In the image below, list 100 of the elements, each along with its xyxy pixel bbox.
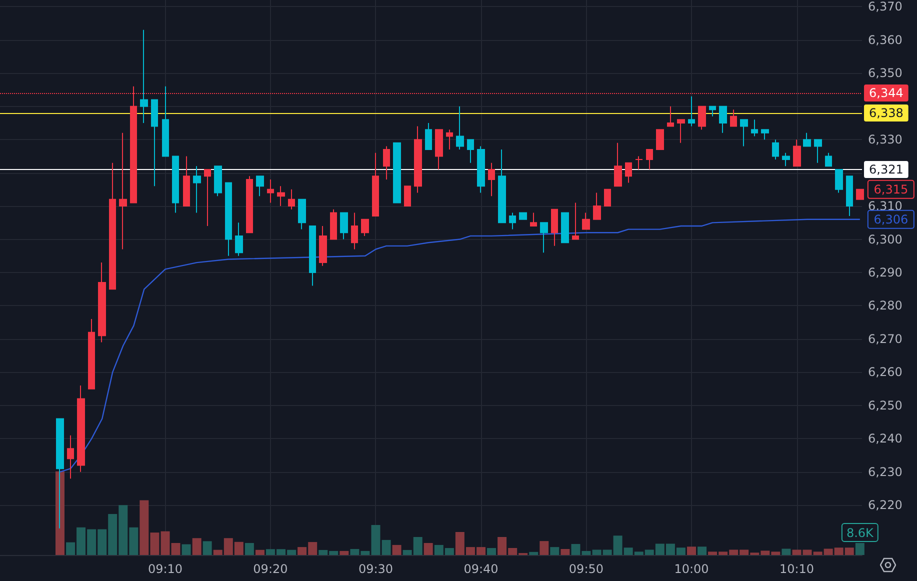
x-tick-label: 09:20: [253, 562, 288, 576]
candlestick: [425, 122, 432, 150]
x-tick-label: 09:10: [148, 562, 183, 576]
candlestick: [119, 132, 127, 250]
line-series: [59, 218, 861, 473]
candlestick: [835, 168, 843, 194]
y-tick-label: 6,370: [868, 0, 902, 14]
candlestick: [751, 119, 758, 137]
bar: [424, 543, 433, 555]
candlestick: [635, 156, 643, 170]
candlestick: [803, 132, 811, 147]
bar: [782, 548, 791, 555]
candlestick: [372, 152, 379, 217]
candlestick: [98, 262, 106, 343]
bar: [550, 547, 560, 555]
candlestick: [730, 109, 737, 127]
x-tick-label: 10:10: [779, 562, 814, 576]
candlestick: [214, 166, 222, 197]
candlestick: [361, 218, 369, 236]
candlestick: [551, 208, 558, 246]
candlestick: [183, 156, 190, 207]
candlestick: [582, 212, 590, 230]
candlestick: [435, 129, 443, 170]
candlestick: [477, 146, 485, 194]
bar: [686, 546, 696, 555]
candlestick: [172, 156, 179, 214]
candlestick: [772, 139, 779, 160]
candlestick: [193, 166, 201, 214]
candlestick: [109, 162, 116, 290]
y-tick-label: 6,280: [868, 298, 902, 313]
candlestick: [77, 385, 85, 472]
candlestick: [793, 139, 801, 167]
bar: [182, 544, 191, 555]
candlestick: [351, 212, 358, 250]
data-label: 8.6K: [846, 526, 875, 540]
y-tick-label: 6,300: [868, 232, 902, 246]
candlestick: [604, 188, 611, 207]
candlestick: [814, 139, 822, 164]
candlestick: [561, 212, 569, 244]
candlestick: [446, 129, 453, 150]
bar: [560, 549, 570, 555]
candlestick: [151, 99, 158, 187]
y-tick-label: 6,270: [868, 332, 902, 346]
y-tick-label: 6,290: [868, 266, 902, 280]
bar: [382, 540, 391, 555]
candlestick: [456, 106, 464, 150]
y-tick-label: 6,220: [868, 498, 902, 512]
candlestick: [319, 225, 327, 266]
candlestick: [298, 198, 306, 230]
bar: [340, 550, 349, 555]
candlestick: [719, 106, 727, 134]
candlestick: [488, 162, 495, 197]
candlestick: [246, 176, 253, 234]
x-tick-label: 09:50: [568, 562, 604, 576]
bar: [392, 544, 402, 555]
bar: [255, 550, 264, 555]
x-tick-label: 09:40: [464, 562, 498, 576]
candlestick: [572, 202, 579, 240]
candlestick: [593, 192, 601, 220]
y-tick-label: 6,230: [868, 464, 902, 479]
candlestick: [88, 318, 95, 390]
candlestick: [530, 212, 537, 226]
x-tick-label: 09:30: [358, 562, 394, 576]
candlestick: [225, 182, 232, 256]
y-tick-label: 6,360: [868, 32, 902, 47]
candlestick: [625, 162, 632, 184]
candlestick: [340, 212, 348, 240]
ref-line-label: 6,344: [869, 86, 904, 100]
candlestick: [761, 129, 769, 140]
x-tick-label: 10:00: [674, 562, 709, 576]
candlestick: [509, 212, 516, 230]
y-tick-label: 6,350: [868, 66, 902, 80]
candlestick: [383, 146, 390, 180]
ref-line-label: 6,321: [869, 162, 904, 176]
candlestick: [688, 96, 695, 127]
candlestick: [288, 188, 295, 210]
candlestick: [782, 152, 790, 167]
candlestick: [140, 29, 148, 124]
candlestick: [267, 178, 274, 204]
bar: [487, 548, 496, 555]
candlestick: [204, 168, 211, 226]
annotation: 6,306: [874, 212, 908, 226]
candlestick: [309, 225, 316, 286]
candlestick: [256, 176, 264, 197]
candlestick: [667, 106, 674, 127]
candlestick: [393, 142, 401, 204]
candlestick: [656, 129, 664, 150]
bar: [202, 541, 212, 555]
y-tick-label: 6,260: [868, 365, 902, 380]
y-tick-label: 6,250: [868, 398, 902, 412]
candlestick: [540, 222, 548, 254]
candlestick: [330, 208, 337, 240]
candlestick: [825, 152, 832, 167]
candlestick: [709, 106, 716, 117]
candlestick: [646, 149, 653, 170]
candlestick: [614, 142, 622, 187]
annotation: 6,315: [874, 182, 908, 196]
candlestick: [519, 212, 527, 220]
y-tick-label: 6,330: [868, 132, 902, 147]
y-tick-label: 6,240: [868, 432, 902, 446]
